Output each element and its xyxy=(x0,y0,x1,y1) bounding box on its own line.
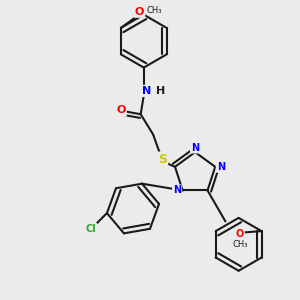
Text: N: N xyxy=(173,185,181,195)
Text: N: N xyxy=(142,86,152,96)
Text: N: N xyxy=(217,162,225,172)
Text: H: H xyxy=(156,86,165,96)
Text: O: O xyxy=(135,7,144,17)
Text: O: O xyxy=(116,106,126,116)
Text: O: O xyxy=(236,229,244,238)
Text: Cl: Cl xyxy=(85,224,96,234)
Text: CH₃: CH₃ xyxy=(232,240,248,249)
Text: N: N xyxy=(191,142,199,152)
Text: S: S xyxy=(158,153,167,166)
Text: CH₃: CH₃ xyxy=(146,6,162,15)
